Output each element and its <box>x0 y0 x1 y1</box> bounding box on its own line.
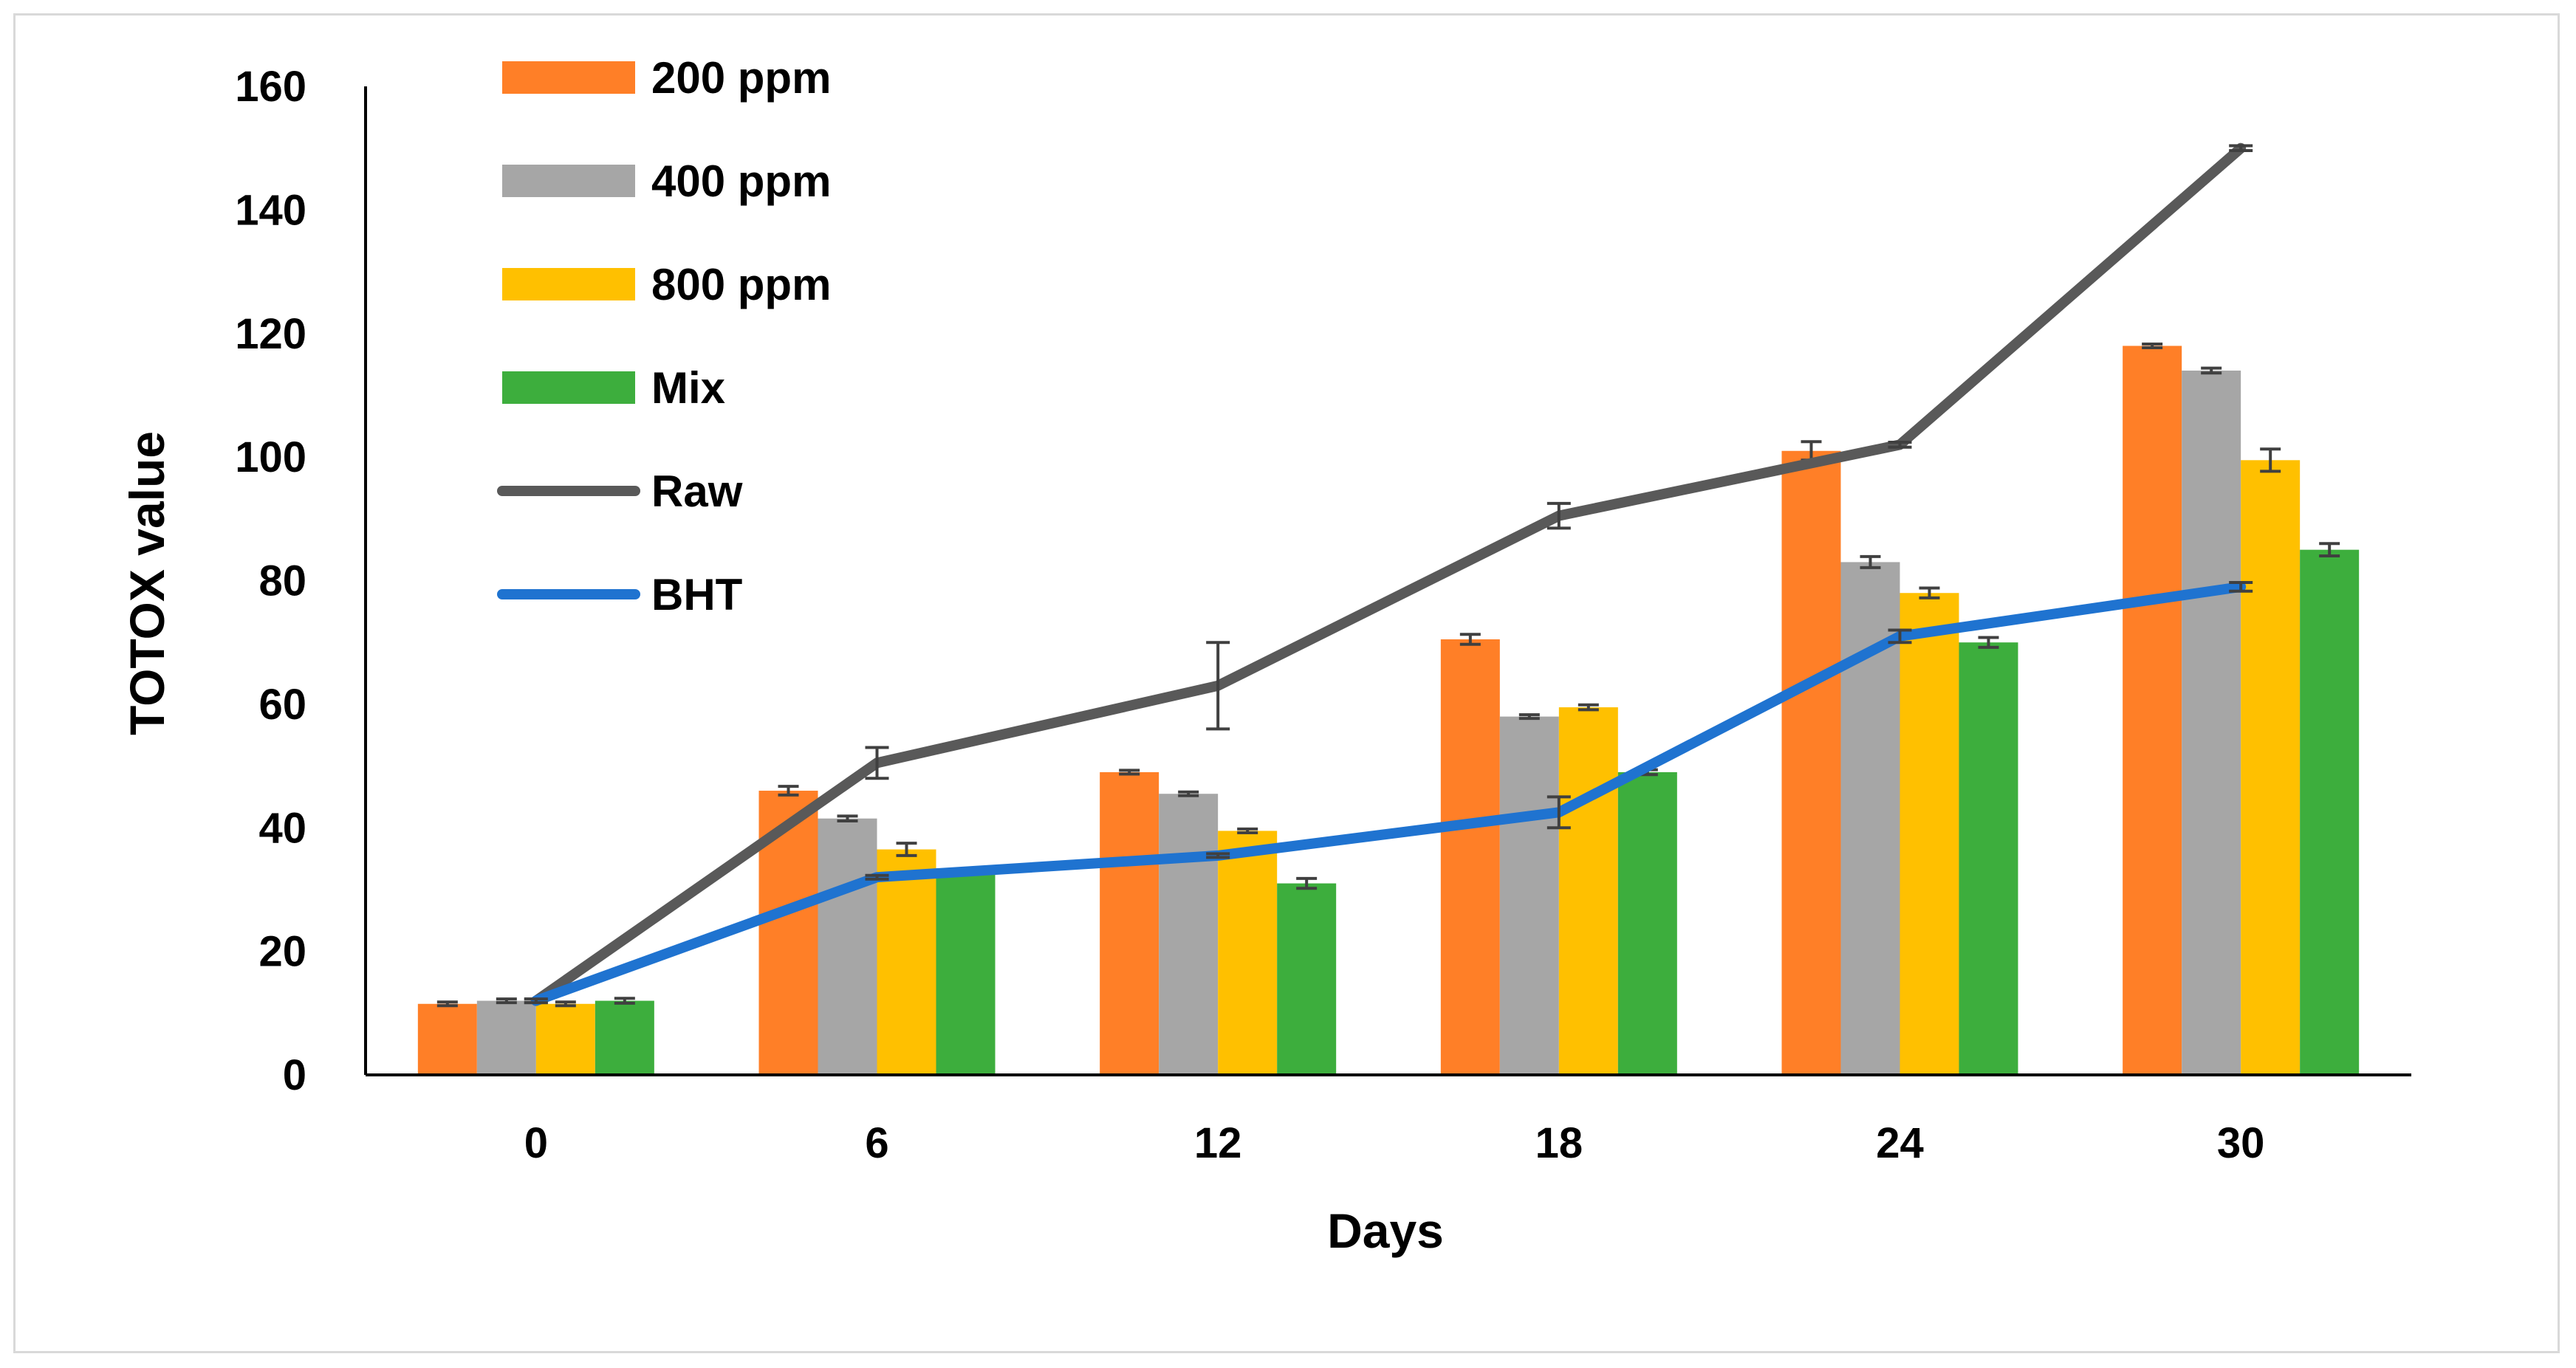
legend-swatch-800-ppm <box>502 268 635 300</box>
error-bar-bht-day-18 <box>1546 795 1571 830</box>
error-bar-400-ppm-day-30 <box>2201 366 2222 375</box>
error-bar-bht-day-0 <box>524 997 548 1005</box>
error-bar-raw-day-18 <box>1546 501 1571 530</box>
error-bar-400-ppm-day-6 <box>837 814 858 823</box>
y-tick-label: 60 <box>258 681 306 729</box>
bar-400-ppm-day-6 <box>818 818 877 1075</box>
error-bar-800-ppm-day-18 <box>1578 703 1599 712</box>
legend-item-800-ppm: 800 ppm <box>502 260 831 309</box>
x-tick-label: 24 <box>1876 1119 1924 1167</box>
bar-200-ppm-day-18 <box>1440 639 1500 1075</box>
bar-mix-day-6 <box>936 870 996 1075</box>
x-axis-ticks: 0 6 12 18 24 30 <box>524 1119 2265 1167</box>
x-tick-label: 18 <box>1535 1119 1583 1167</box>
bar-800-ppm-day-0 <box>535 1003 595 1075</box>
legend-item-raw: Raw <box>497 467 743 516</box>
bar-200-ppm-day-12 <box>1100 771 1159 1075</box>
error-bar-bht-day-24 <box>1888 628 1912 645</box>
error-bar-bht-day-30 <box>2229 581 2253 593</box>
error-bar-raw-day-24 <box>1888 441 1912 449</box>
bar-800-ppm-day-30 <box>2241 460 2301 1075</box>
error-bar-400-ppm-day-24 <box>1860 554 1881 569</box>
legend-item-200-ppm: 200 ppm <box>502 53 831 103</box>
legend-swatch-mix <box>502 371 635 404</box>
error-bar-800-ppm-day-30 <box>2260 447 2281 473</box>
bar-800-ppm-day-12 <box>1218 831 1278 1075</box>
bar-series <box>417 342 2360 1075</box>
bar-200-ppm-day-30 <box>2123 346 2182 1075</box>
bar-800-ppm-day-6 <box>877 849 936 1075</box>
legend: 200 ppm 400 ppm 800 ppm Mix Raw BHT <box>497 53 831 619</box>
legend-label-bht: BHT <box>651 570 742 619</box>
error-bar-200-ppm-day-30 <box>2142 342 2163 349</box>
error-bar-800-ppm-day-0 <box>555 1000 576 1008</box>
error-bar-200-ppm-day-0 <box>436 1000 458 1008</box>
y-tick-label: 140 <box>235 186 306 234</box>
error-bar-400-ppm-day-12 <box>1178 790 1199 797</box>
legend-label-raw: Raw <box>651 467 743 516</box>
legend-swatch-400-ppm <box>502 165 635 197</box>
error-bar-mix-day-30 <box>2319 542 2340 558</box>
line-series <box>524 142 2253 1006</box>
x-tick-label: 6 <box>865 1119 888 1167</box>
error-bar-200-ppm-day-12 <box>1119 769 1140 776</box>
line-raw <box>530 142 2247 1006</box>
y-tick-label: 20 <box>258 928 306 976</box>
legend-item-mix: Mix <box>502 363 725 413</box>
error-bar-raw-day-12 <box>1206 641 1230 731</box>
error-bar-200-ppm-day-18 <box>1459 633 1481 646</box>
legend-item-bht: BHT <box>497 570 742 619</box>
bar-mix-day-18 <box>1617 771 1677 1075</box>
error-bar-400-ppm-day-18 <box>1518 713 1540 721</box>
bar-400-ppm-day-0 <box>476 1000 536 1075</box>
error-bar-800-ppm-day-6 <box>896 842 917 857</box>
x-tick-label: 12 <box>1194 1119 1242 1167</box>
bar-400-ppm-day-12 <box>1159 794 1219 1075</box>
y-axis-title: TOTOX value <box>120 431 174 735</box>
bar-mix-day-12 <box>1277 883 1337 1075</box>
error-bar-800-ppm-day-24 <box>1919 586 1940 599</box>
bar-400-ppm-day-30 <box>2182 370 2241 1075</box>
error-bar-raw-day-30 <box>2229 144 2253 153</box>
y-tick-label: 40 <box>258 804 306 852</box>
legend-swatch-200-ppm <box>502 61 635 94</box>
y-axis-ticks: 0 20 40 60 80 100 120 140 160 <box>235 63 306 1099</box>
bar-mix-day-30 <box>2300 549 2360 1075</box>
y-tick-label: 160 <box>235 63 306 111</box>
x-tick-label: 30 <box>2217 1119 2265 1167</box>
error-bar-bht-day-12 <box>1206 852 1230 859</box>
line-bht <box>530 581 2247 1006</box>
bar-800-ppm-day-18 <box>1558 707 1618 1075</box>
bar-200-ppm-day-0 <box>417 1003 477 1075</box>
bar-800-ppm-day-24 <box>1900 593 1959 1075</box>
legend-label-200-ppm: 200 ppm <box>651 53 831 103</box>
bar-400-ppm-day-18 <box>1499 716 1559 1075</box>
legend-label-400-ppm: 400 ppm <box>651 157 831 206</box>
error-bar-200-ppm-day-6 <box>778 785 799 797</box>
error-bar-400-ppm-day-0 <box>496 997 517 1005</box>
x-tick-label: 0 <box>524 1119 548 1167</box>
bar-mix-day-24 <box>1959 642 2018 1075</box>
error-bar-800-ppm-day-12 <box>1237 827 1258 834</box>
error-bar-mix-day-0 <box>614 997 635 1005</box>
legend-item-400-ppm: 400 ppm <box>502 157 831 206</box>
axes <box>364 86 2411 1076</box>
error-bar-bht-day-6 <box>865 873 889 881</box>
error-bar-raw-day-6 <box>865 746 889 780</box>
error-bar-mix-day-24 <box>1978 636 1999 649</box>
legend-label-mix: Mix <box>651 363 725 413</box>
legend-label-800-ppm: 800 ppm <box>651 260 831 309</box>
bar-mix-day-0 <box>595 1000 654 1075</box>
y-tick-label: 100 <box>235 433 306 481</box>
y-tick-label: 120 <box>235 310 306 358</box>
y-tick-label: 0 <box>283 1051 306 1099</box>
y-tick-label: 80 <box>258 557 306 605</box>
x-axis-title: Days <box>1327 1203 1444 1258</box>
error-bar-mix-day-12 <box>1296 876 1318 890</box>
bar-200-ppm-day-24 <box>1781 450 1841 1075</box>
